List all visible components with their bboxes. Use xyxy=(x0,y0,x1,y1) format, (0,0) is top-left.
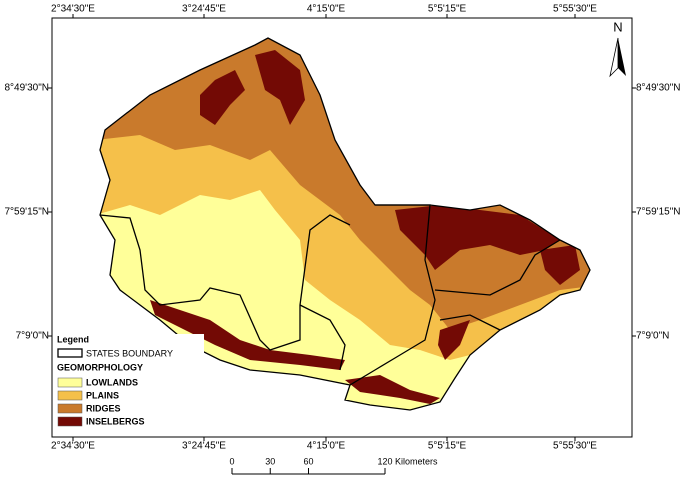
right-coordinate-label: 7°59'15"N xyxy=(636,207,681,218)
scale-label: 60 xyxy=(303,456,313,466)
state-boundaries xyxy=(99,37,591,411)
inselbergs-area xyxy=(345,375,440,404)
legend-class-label: RIDGES xyxy=(86,403,121,413)
top-coordinate-label: 3°24'45"E xyxy=(182,4,226,15)
legend-swatch xyxy=(57,416,83,427)
left-coordinate-label: 8°49'30"N xyxy=(5,83,50,94)
inselbergs-area xyxy=(150,300,345,370)
scale-label: 0 xyxy=(229,456,234,466)
legend-title: Legend xyxy=(57,334,89,344)
top-coordinate-label: 5°55'30"E xyxy=(553,4,597,15)
legend-swatch xyxy=(57,403,83,414)
top-coordinate-label: 2°34'30"E xyxy=(51,4,95,15)
legend-boundary: STATES BOUNDARY xyxy=(86,348,173,358)
scale-unit: Kilometers xyxy=(395,456,438,466)
inselbergs-area xyxy=(255,50,305,125)
bottom-coordinate-label: 5°5'15"E xyxy=(428,441,467,452)
scale-label: 120 xyxy=(377,456,392,466)
legend-class-label: INSELBERGS xyxy=(86,416,145,426)
left-coordinate-label: 7°59'15"N xyxy=(5,207,50,218)
bottom-coordinate-label: 2°34'30"E xyxy=(51,441,95,452)
scale-bar: 0 30 60 120 Kilometers xyxy=(229,456,438,475)
inselbergs-area xyxy=(540,245,580,285)
north-label: N xyxy=(613,19,622,34)
scale-label: 30 xyxy=(265,456,275,466)
bottom-coordinate-label: 5°55'30"E xyxy=(553,441,597,452)
bottom-coordinate-label: 3°24'45"E xyxy=(182,441,226,452)
top-coordinate-label: 5°5'15"E xyxy=(428,4,467,15)
left-coordinate-label: 7°9'0"N xyxy=(16,331,49,342)
legend-section: GEOMORPHOLOGY xyxy=(57,362,143,372)
legend-class-label: LOWLANDS xyxy=(86,377,138,387)
right-coordinate-label: 8°49'30"N xyxy=(636,83,681,94)
legend: Legend STATES BOUNDARY GEOMORPHOLOGY LOWLAN… xyxy=(54,334,204,432)
boundary-swatch xyxy=(57,348,83,358)
right-coordinate-label: 7°9'0"N xyxy=(636,331,669,342)
bottom-coordinate-label: 4°15'0"E xyxy=(307,441,346,452)
inselbergs-area xyxy=(395,205,560,270)
legend-swatch xyxy=(57,390,83,401)
map-frame xyxy=(51,17,633,438)
legend-class-label: PLAINS xyxy=(86,390,119,400)
inselbergs-area xyxy=(438,320,470,360)
inselbergs-area xyxy=(200,70,245,125)
legend-swatch xyxy=(57,377,83,388)
top-coordinate-label: 4°15'0"E xyxy=(307,4,346,15)
north-arrow: N xyxy=(609,19,626,78)
